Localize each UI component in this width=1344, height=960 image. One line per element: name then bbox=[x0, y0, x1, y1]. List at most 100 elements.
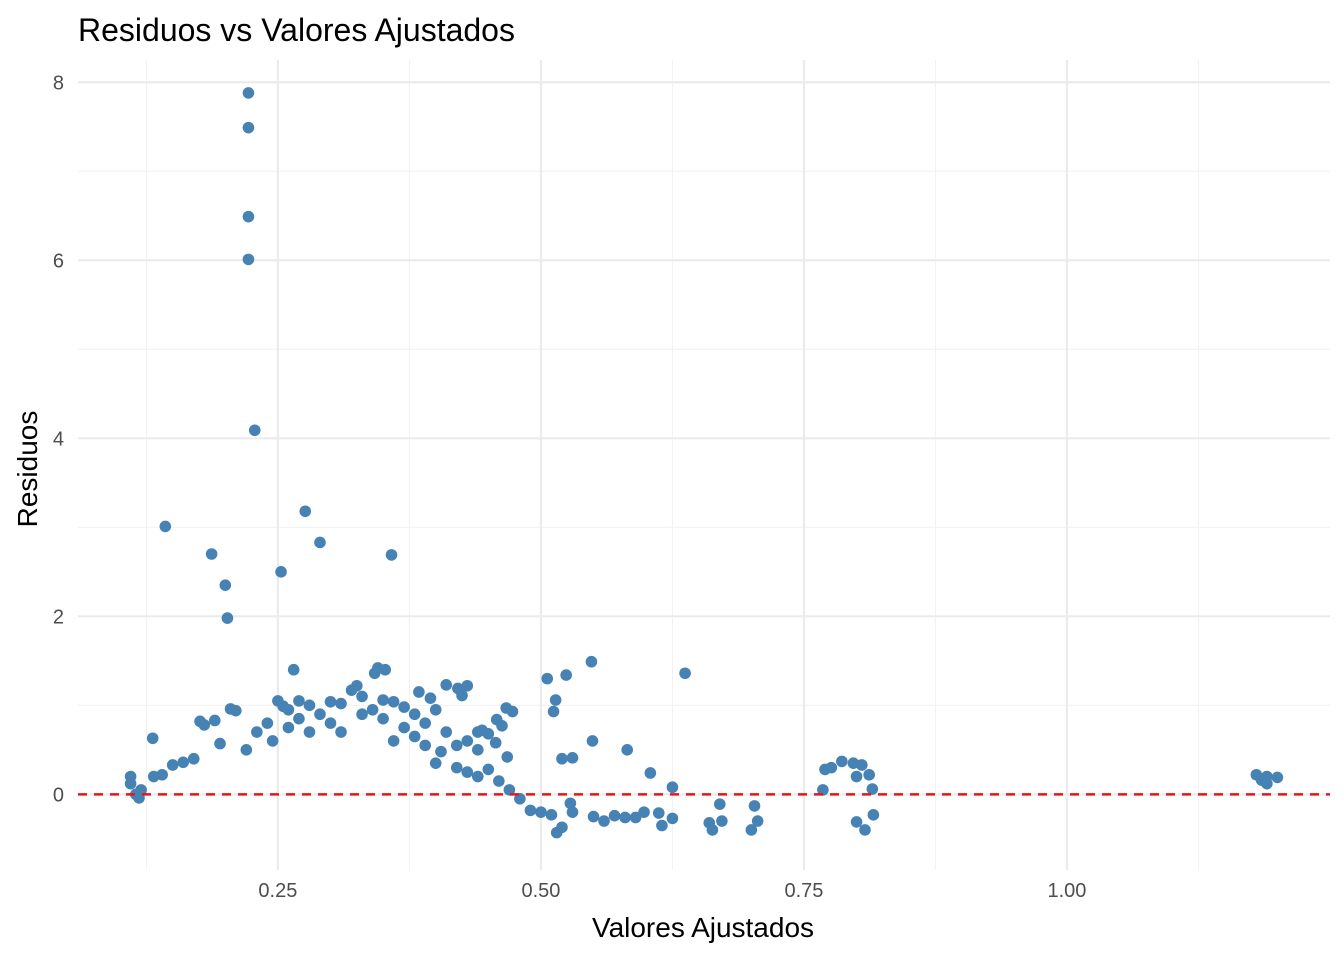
data-point bbox=[621, 744, 633, 756]
x-tick-label: 0.25 bbox=[258, 880, 297, 902]
data-point bbox=[456, 689, 468, 702]
data-point bbox=[850, 770, 863, 783]
data-point bbox=[248, 424, 261, 437]
data-point bbox=[379, 663, 392, 676]
chart-title: Residuos vs Valores Ajustados bbox=[78, 12, 515, 48]
data-point bbox=[652, 807, 665, 819]
data-point bbox=[471, 770, 484, 783]
data-point bbox=[713, 798, 726, 810]
data-point bbox=[221, 612, 234, 624]
data-point bbox=[242, 253, 255, 266]
data-point bbox=[368, 667, 381, 680]
y-axis-tick-labels: 0 2 4 6 8 bbox=[53, 72, 64, 806]
data-point bbox=[240, 744, 253, 756]
data-point bbox=[587, 810, 600, 823]
data-point bbox=[419, 739, 431, 752]
data-point bbox=[656, 819, 668, 832]
data-point bbox=[545, 809, 558, 821]
data-point bbox=[863, 768, 875, 781]
data-point bbox=[230, 704, 242, 717]
data-point bbox=[629, 811, 642, 824]
data-point bbox=[335, 697, 347, 710]
y-tick-label: 2 bbox=[53, 606, 64, 628]
data-point bbox=[424, 692, 437, 705]
y-tick-label: 4 bbox=[53, 428, 64, 450]
data-point bbox=[856, 759, 868, 771]
data-point bbox=[198, 719, 211, 731]
data-point bbox=[251, 726, 263, 738]
data-point bbox=[716, 815, 728, 827]
data-point bbox=[385, 549, 398, 561]
data-point bbox=[293, 695, 305, 707]
data-point bbox=[867, 809, 880, 821]
data-point bbox=[208, 714, 221, 727]
data-point bbox=[356, 690, 368, 703]
data-point bbox=[408, 708, 421, 721]
data-point bbox=[503, 784, 516, 796]
data-point bbox=[461, 735, 474, 747]
data-point bbox=[377, 694, 389, 706]
data-point bbox=[461, 766, 474, 778]
data-point bbox=[398, 701, 410, 713]
scatter-points bbox=[124, 87, 1284, 839]
data-point bbox=[282, 721, 295, 734]
data-point bbox=[124, 777, 137, 790]
y-tick-label: 6 bbox=[53, 250, 64, 272]
x-axis-title: Valores Ajustados bbox=[592, 912, 814, 943]
data-point bbox=[482, 763, 495, 776]
y-axis-title: Residuos bbox=[12, 411, 43, 528]
data-point bbox=[387, 695, 400, 708]
data-point bbox=[366, 703, 379, 716]
data-point bbox=[679, 667, 691, 680]
data-point bbox=[408, 730, 421, 743]
data-point bbox=[1255, 774, 1268, 786]
data-point bbox=[598, 815, 610, 827]
data-point bbox=[282, 703, 295, 716]
data-point bbox=[489, 736, 502, 749]
data-point bbox=[214, 737, 226, 750]
data-point bbox=[566, 752, 579, 764]
data-point bbox=[535, 806, 547, 818]
data-point bbox=[377, 712, 389, 725]
data-point bbox=[549, 694, 562, 706]
data-point bbox=[429, 757, 442, 769]
minor-gridlines bbox=[78, 60, 1330, 870]
x-tick-label: 0.75 bbox=[784, 880, 823, 902]
data-point bbox=[287, 663, 300, 676]
data-point bbox=[751, 815, 764, 827]
data-point bbox=[461, 679, 474, 692]
data-point bbox=[219, 579, 232, 591]
data-point bbox=[706, 824, 719, 836]
data-point bbox=[666, 812, 679, 825]
data-point bbox=[471, 744, 484, 756]
data-point bbox=[556, 752, 568, 765]
data-point bbox=[638, 806, 650, 818]
data-point bbox=[242, 87, 255, 99]
data-point bbox=[275, 566, 287, 578]
data-point bbox=[482, 728, 495, 740]
data-point bbox=[440, 679, 453, 691]
data-point bbox=[303, 726, 316, 738]
y-tick-label: 0 bbox=[53, 784, 64, 806]
data-point bbox=[566, 806, 579, 818]
data-point bbox=[242, 121, 255, 134]
data-point bbox=[817, 784, 829, 796]
data-point bbox=[619, 811, 631, 824]
data-point bbox=[514, 792, 526, 805]
data-point bbox=[506, 705, 519, 718]
data-point bbox=[351, 679, 363, 692]
data-point bbox=[419, 717, 431, 729]
data-point bbox=[303, 699, 316, 712]
data-point bbox=[335, 726, 347, 738]
data-point bbox=[585, 655, 598, 668]
data-point bbox=[293, 712, 305, 725]
y-tick-label: 8 bbox=[53, 72, 64, 94]
data-point bbox=[324, 695, 337, 708]
data-point bbox=[356, 708, 368, 721]
data-point bbox=[560, 669, 572, 681]
data-point bbox=[261, 717, 274, 729]
data-point bbox=[850, 816, 863, 828]
data-point bbox=[866, 783, 879, 795]
data-point bbox=[146, 732, 159, 745]
data-point bbox=[496, 720, 508, 732]
